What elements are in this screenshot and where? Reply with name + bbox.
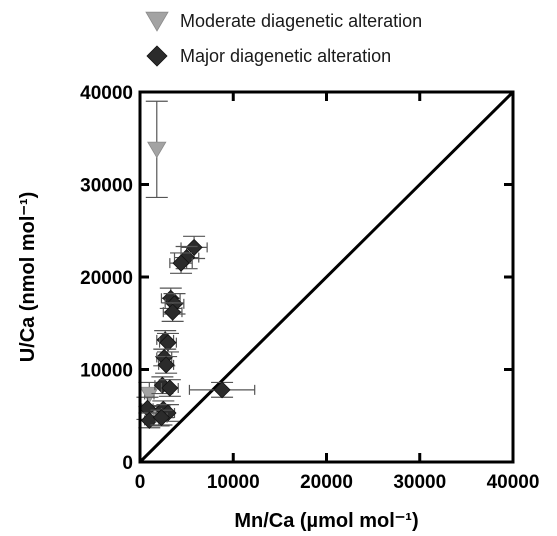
data-point-triangle xyxy=(147,141,167,159)
data-point-diamond xyxy=(152,409,171,427)
x-tick-label: 30000 xyxy=(393,472,446,493)
data-point-triangle xyxy=(139,386,160,404)
data-points xyxy=(136,100,256,429)
axis-ticks: 0 10000 20000 30000 40000 0 10000 20000 30000 400… xyxy=(80,83,539,493)
legend-label: Moderate diagenetic alteration xyxy=(180,11,422,31)
x-tick-label: 40000 xyxy=(487,472,540,493)
data-point-diamond xyxy=(213,381,231,399)
legend-label: Major diagenetic alteration xyxy=(180,46,391,66)
data-point-diamond xyxy=(164,303,182,321)
data-point-diamond xyxy=(161,379,179,397)
x-tick-label: 20000 xyxy=(300,472,353,493)
y-tick-label: 40000 xyxy=(80,83,133,104)
x-tick-label: 0 xyxy=(135,472,146,493)
legend-triangle-icon xyxy=(145,11,169,32)
one-to-one-line xyxy=(138,90,515,464)
data-point-diamond xyxy=(159,334,177,352)
x-tick-label: 10000 xyxy=(207,472,260,493)
y-tick-label: 10000 xyxy=(80,361,133,382)
y-tick-label: 30000 xyxy=(80,176,133,197)
data-point-diamond xyxy=(172,254,190,272)
y-axis-title: U/Ca (nmol mol⁻¹) xyxy=(17,192,39,363)
series-2 xyxy=(136,235,256,429)
x-axis-title: Mn/Ca (µmol mol⁻¹) xyxy=(234,510,418,532)
y-tick-label: 20000 xyxy=(80,268,133,289)
data-point-diamond xyxy=(157,356,175,374)
axis-labels: Mn/Ca (µmol mol⁻¹) U/Ca (nmol mol⁻¹) xyxy=(17,192,419,532)
data-point-diamond xyxy=(185,238,203,256)
y-tick-label: 0 xyxy=(122,453,133,474)
legend-diamond-icon xyxy=(146,45,168,67)
reference-line-group xyxy=(138,90,515,464)
legend: Moderate diagenetic alteration Major diag… xyxy=(145,11,422,67)
